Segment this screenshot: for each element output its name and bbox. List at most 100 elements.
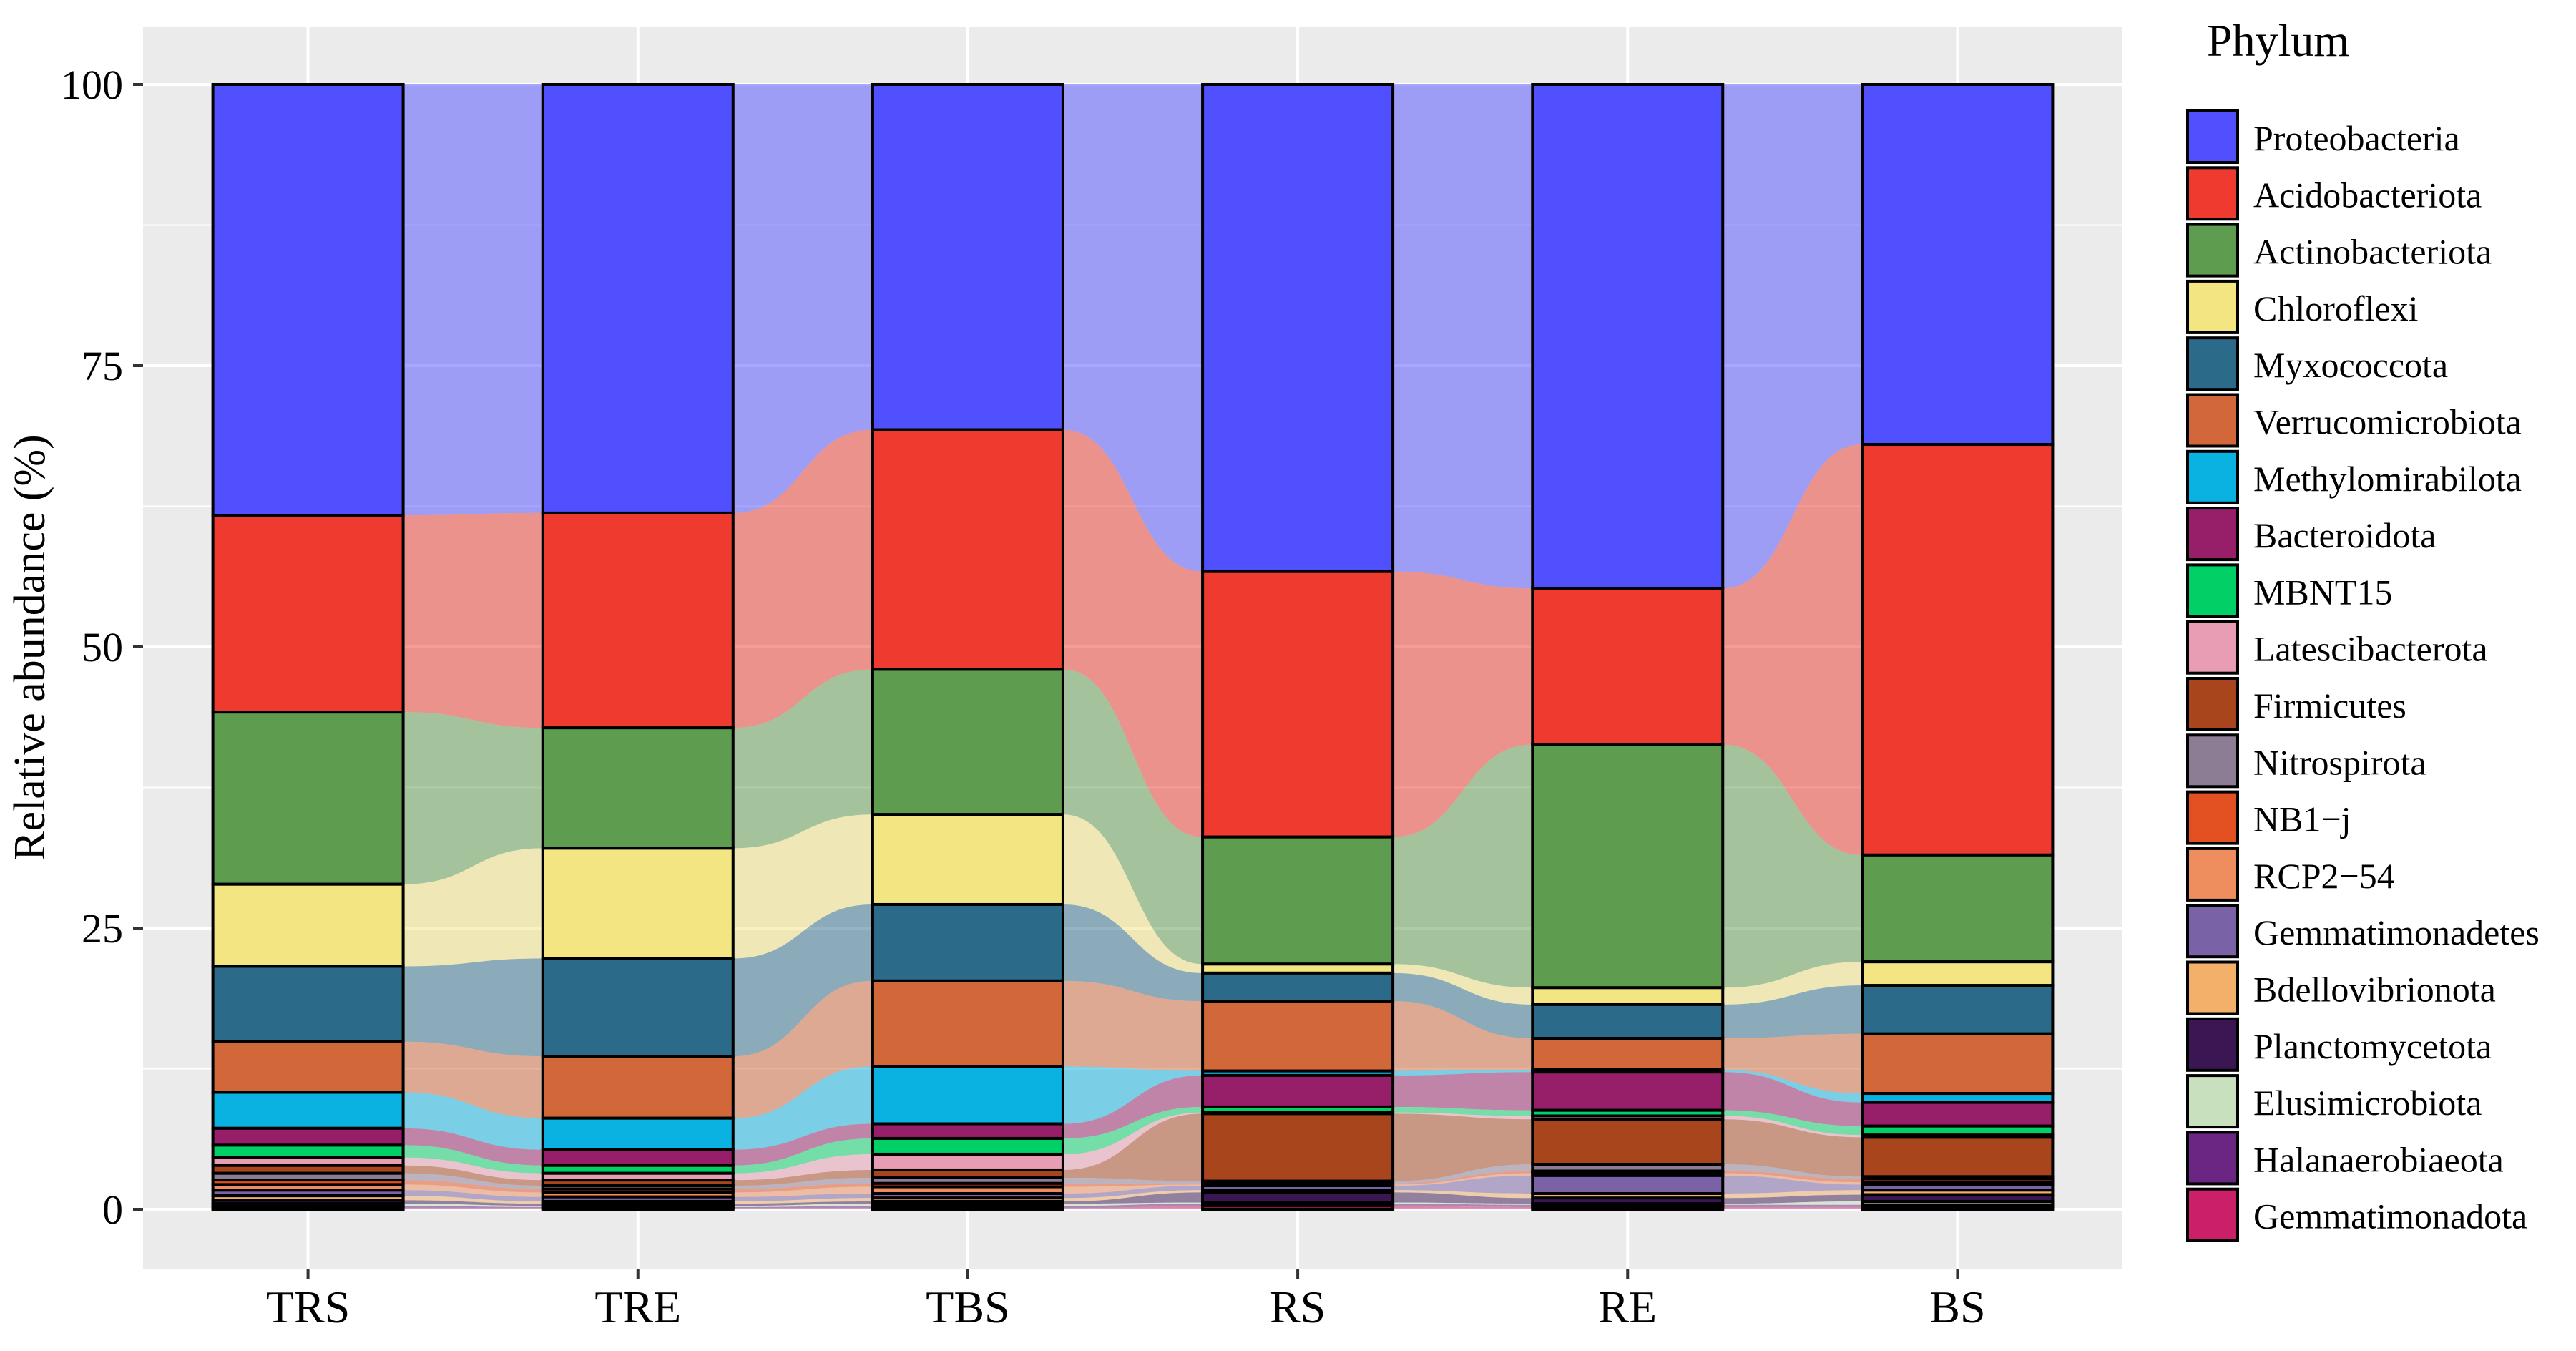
bar-segment-tre-chloroflexi bbox=[541, 847, 735, 960]
alluvial-band-proteobacteria bbox=[403, 84, 543, 516]
legend-label: Nitrospirota bbox=[2253, 742, 2426, 782]
y-tick-label: 75 bbox=[82, 343, 123, 389]
alluvial-band-latescibacterota bbox=[403, 1157, 543, 1181]
alluvial-band-verrucomicrobiota bbox=[1393, 1001, 1533, 1071]
alluvial-band-firmicutes bbox=[1062, 1113, 1203, 1181]
alluvial-band-chloroflexi bbox=[1723, 962, 1863, 1005]
alluvial-band-gemmatimonadetes bbox=[733, 1193, 873, 1201]
bar-segment-re-chloroflexi bbox=[1531, 986, 1725, 1006]
legend-label: Planctomycetota bbox=[2253, 1026, 2492, 1066]
alluvial-band-rcp2-54 bbox=[403, 1184, 543, 1197]
alluvial-band-bacteroidota bbox=[1062, 1075, 1203, 1138]
bar-segment-tre-actinobacteriota bbox=[541, 726, 735, 850]
x-tick-label: BS bbox=[1929, 1282, 1985, 1332]
legend-key bbox=[2186, 507, 2239, 562]
bar-segment-bs-acidobacteriota bbox=[1861, 443, 2055, 857]
alluvial-band-bdellovibrionota bbox=[403, 1196, 543, 1204]
alluvial-band-methylomirabilota bbox=[403, 1092, 543, 1150]
legend-key bbox=[2186, 336, 2239, 391]
alluvial-band-mbnt15 bbox=[1393, 1106, 1533, 1116]
legend-label: Bdellovibrionota bbox=[2253, 970, 2496, 1010]
alluvial-band-bacteroidota bbox=[733, 1123, 873, 1166]
alluvial-band-gemmatimonadota bbox=[403, 1208, 543, 1209]
bar-segment-bs-bacteroidota bbox=[1861, 1101, 2055, 1128]
y-tick-label: 0 bbox=[102, 1186, 123, 1233]
alluvial-band-gemmatimonadota bbox=[1723, 1206, 1863, 1209]
alluvial-band-gemmatimonadetes bbox=[403, 1190, 543, 1201]
bar-segment-re-myxococcota bbox=[1531, 1003, 1725, 1040]
bar-segment-rs-gemmatimonadota bbox=[1201, 1204, 1395, 1211]
legend-key bbox=[2186, 620, 2239, 675]
alluvial-band-mbnt15 bbox=[1062, 1106, 1203, 1154]
legend-key bbox=[2186, 960, 2239, 1015]
alluvial-band-proteobacteria bbox=[1062, 84, 1203, 572]
alluvial-band-acidobacteriota bbox=[733, 429, 873, 728]
bar-segment-tre-bacteroidota bbox=[541, 1148, 735, 1167]
alluvial-band-chloroflexi bbox=[403, 848, 543, 967]
bar-segment-tbs-gemmatimonadota bbox=[871, 1206, 1064, 1211]
alluvial-band-elusimicrobiota bbox=[403, 1204, 543, 1207]
legend-label: Latescibacterota bbox=[2253, 629, 2488, 669]
legend-key bbox=[2186, 1017, 2239, 1072]
bar-segment-re-verrucomicrobiota bbox=[1531, 1037, 1725, 1072]
alluvial-band-gemmatimonadota bbox=[1062, 1206, 1203, 1209]
legend-key bbox=[2186, 847, 2239, 902]
legend-label: Firmicutes bbox=[2253, 686, 2406, 726]
alluvial-band-bdellovibrionota bbox=[733, 1198, 873, 1204]
legend-label: Acidobacteriota bbox=[2253, 175, 2482, 215]
alluvial-band-verrucomicrobiota bbox=[1062, 980, 1203, 1071]
bar-segment-rs-verrucomicrobiota bbox=[1201, 1000, 1395, 1073]
bar-segment-re-proteobacteria bbox=[1531, 83, 1725, 590]
alluvial-band-nitrospirota bbox=[1723, 1164, 1863, 1179]
bar-tre bbox=[541, 83, 735, 1211]
bar-segment-trs-bacteroidota bbox=[211, 1126, 405, 1147]
alluvial-band-gemmatimonadetes bbox=[1062, 1185, 1203, 1199]
alluvial-band-bacteroidota bbox=[403, 1128, 543, 1166]
bar-segment-tre-gemmatimonadota bbox=[541, 1206, 735, 1211]
alluvial-band-halanaerobiaeota bbox=[1723, 1204, 1863, 1207]
legend-label: Gemmatimonadetes bbox=[2253, 912, 2540, 952]
bar-segment-re-bacteroidota bbox=[1531, 1070, 1725, 1112]
alluvial-band-latescibacterota bbox=[1723, 1116, 1863, 1138]
alluvial-band-chloroflexi bbox=[733, 814, 873, 959]
bar-segment-tbs-verrucomicrobiota bbox=[871, 979, 1064, 1068]
alluvial-band-halanaerobiaeota bbox=[403, 1206, 543, 1209]
alluvial-band-actinobacteriota bbox=[403, 712, 543, 884]
legend-key bbox=[2186, 733, 2239, 789]
alluvial-band-methylomirabilota bbox=[1723, 1070, 1863, 1103]
alluvial-band-latescibacterota bbox=[1393, 1112, 1533, 1120]
bar-segment-rs-proteobacteria bbox=[1201, 83, 1395, 573]
alluvial-band-actinobacteriota bbox=[1062, 669, 1203, 965]
bar-segment-tbs-bacteroidota bbox=[871, 1122, 1064, 1140]
legend-key bbox=[2186, 790, 2239, 845]
bar-segment-bs-firmicutes bbox=[1861, 1136, 2055, 1179]
alluvial-band-nitrospirota bbox=[1062, 1177, 1203, 1184]
legend-label: RCP2−54 bbox=[2253, 856, 2395, 896]
bar-segment-tbs-methylomirabilota bbox=[871, 1065, 1064, 1126]
bars bbox=[211, 83, 2055, 1211]
bar-segment-rs-planctomycetota bbox=[1201, 1191, 1395, 1204]
legend-label: Elusimicrobiota bbox=[2253, 1083, 2482, 1123]
alluvial-band-bacteroidota bbox=[1723, 1072, 1863, 1126]
bar-segment-tre-acidobacteriota bbox=[541, 511, 735, 730]
alluvial-band-nitrospirota bbox=[733, 1177, 873, 1189]
legend-key bbox=[2186, 1074, 2239, 1129]
alluvial-band-nitrospirota bbox=[1393, 1164, 1533, 1184]
alluvial-band-actinobacteriota bbox=[1393, 744, 1533, 988]
alluvial-band-acidobacteriota bbox=[1062, 429, 1203, 837]
alluvial-band-halanaerobiaeota bbox=[1393, 1204, 1533, 1207]
legend-key bbox=[2186, 109, 2239, 164]
bar-segment-bs-proteobacteria bbox=[1861, 83, 2055, 447]
bar-segment-trs-gemmatimonadota bbox=[211, 1206, 405, 1211]
alluvial-band-methylomirabilota bbox=[1062, 1066, 1203, 1124]
alluvial-band-bdellovibrionota bbox=[1393, 1190, 1533, 1199]
alluvial-band-actinobacteriota bbox=[733, 669, 873, 849]
alluvial-band-mbnt15 bbox=[733, 1138, 873, 1174]
bar-tbs bbox=[871, 83, 1064, 1211]
alluvial-band-myxococcota bbox=[733, 904, 873, 1057]
x-tick-label: TRE bbox=[594, 1282, 681, 1332]
alluvial-band-nb1-j bbox=[733, 1183, 873, 1193]
alluvial-band-bdellovibrionota bbox=[1723, 1190, 1863, 1199]
bar-segment-tbs-proteobacteria bbox=[871, 83, 1064, 431]
